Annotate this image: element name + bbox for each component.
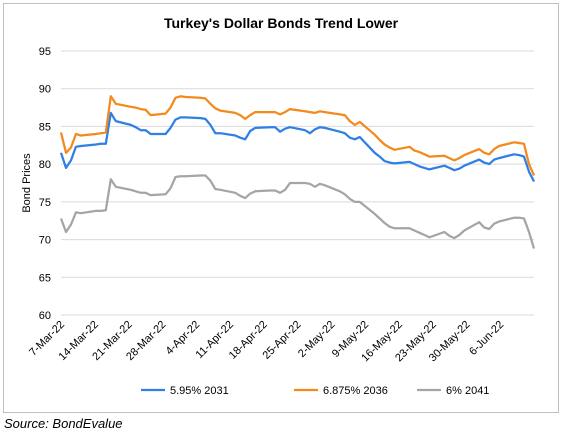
x-tick-label: 6-Jun-22 — [467, 319, 506, 358]
series-line-2 — [59, 95, 536, 176]
legend-label-3: 6% 2041 — [446, 385, 489, 397]
line-chart: Turkey's Dollar Bonds Trend Lower 60 65 70… — [21, 15, 536, 397]
y-tick-label: 70 — [39, 235, 51, 247]
y-axis-ticks: 60 65 70 75 80 85 90 95 — [39, 46, 51, 322]
y-tick-label: 75 — [39, 197, 51, 209]
y-tick-label: 90 — [39, 84, 51, 96]
y-tick-label: 95 — [39, 46, 51, 58]
legend-label-1: 5.95% 2031 — [170, 385, 229, 397]
chart-title: Turkey's Dollar Bonds Trend Lower — [164, 15, 399, 31]
x-axis-ticks: 7-Mar-2214-Mar-2221-Mar-2228-Mar-224-Apr… — [27, 319, 506, 365]
y-tick-label: 60 — [39, 310, 51, 322]
source-note: Source: BondEvalue — [4, 416, 123, 431]
series-line-1 — [59, 111, 536, 183]
chart-frame: Turkey's Dollar Bonds Trend Lower 60 65 70… — [3, 3, 559, 413]
legend-label-2: 6.875% 2036 — [323, 385, 388, 397]
y-tick-label: 80 — [39, 159, 51, 171]
y-axis-label: Bond Prices — [21, 153, 33, 213]
legend: 5.95% 2031 6.875% 2036 6% 2041 — [141, 385, 489, 397]
series-line-3 — [59, 174, 536, 249]
y-tick-label: 65 — [39, 272, 51, 284]
gridlines — [61, 50, 534, 316]
series-lines — [59, 95, 536, 249]
y-tick-label: 85 — [39, 121, 51, 133]
